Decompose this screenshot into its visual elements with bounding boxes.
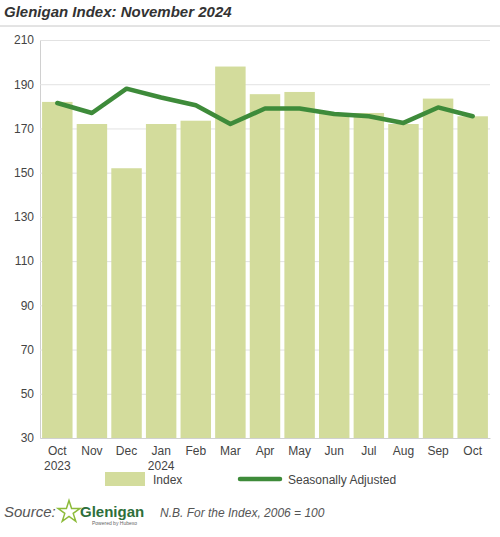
grid-line xyxy=(40,84,490,85)
legend-item: Index xyxy=(105,472,182,487)
bar xyxy=(77,124,107,438)
y-tick-label: 110 xyxy=(15,254,34,268)
x-tick: Jul xyxy=(361,444,376,458)
legend-swatch xyxy=(105,472,145,486)
source-sub: Powered by Hubexo xyxy=(92,520,137,526)
bar xyxy=(42,102,72,438)
y-tick-label: 50 xyxy=(21,387,35,401)
bar xyxy=(146,124,176,438)
x-axis: Oct2023 Nov Dec Jan2024 Feb Mar Apr May Jun Jul Au… xyxy=(41,439,491,474)
grid-line xyxy=(40,438,490,439)
x-tick: Oct xyxy=(463,444,482,458)
y-tick: 190 xyxy=(14,78,490,92)
y-tick-label: 190 xyxy=(14,78,34,92)
x-tick-label: Oct2023 xyxy=(44,444,71,474)
source-logo: Glenigan xyxy=(80,503,144,520)
bar xyxy=(457,116,487,438)
x-tick-label: Apr xyxy=(256,444,275,458)
y-tick-label: 70 xyxy=(21,343,35,357)
x-tick: Sep xyxy=(427,444,449,458)
x-tick: Apr xyxy=(256,444,275,458)
x-tick-label: Oct xyxy=(463,444,482,458)
bar xyxy=(319,113,349,438)
bars xyxy=(42,67,488,438)
x-tick: Oct2023 xyxy=(44,444,71,474)
x-tick-label: Sep xyxy=(427,444,449,458)
bar xyxy=(388,124,418,438)
x-tick: Aug xyxy=(393,444,414,458)
source-label: Source: xyxy=(4,503,56,520)
x-tick: Mar xyxy=(220,444,241,458)
x-tick: Jan2024 xyxy=(148,444,175,474)
bar xyxy=(423,99,453,438)
plot: 30 50 70 90 110 130 150 170 190 210 Oct2023 Nov Dec J… xyxy=(14,33,491,473)
line xyxy=(57,89,472,124)
bar xyxy=(111,168,141,438)
bar xyxy=(284,92,314,438)
logo-star xyxy=(58,500,80,521)
bar xyxy=(354,113,384,438)
x-tick: Jun xyxy=(325,444,344,458)
x-tick-label: Jul xyxy=(361,444,376,458)
bar xyxy=(250,94,280,438)
y-tick-label: 90 xyxy=(21,299,35,313)
legend-label: Seasonally Adjusted xyxy=(288,473,396,487)
x-tick-label: Aug xyxy=(393,444,414,458)
legend: Index Seasonally Adjusted xyxy=(105,472,396,487)
x-tick: Nov xyxy=(81,444,102,458)
bar xyxy=(181,121,211,438)
x-tick: May xyxy=(288,444,311,458)
y-axis: 30 50 70 90 110 130 150 170 190 210 xyxy=(14,33,490,445)
y-tick: 210 xyxy=(14,33,490,47)
note: N.B. For the Index, 2006 = 100 xyxy=(160,506,325,520)
y-tick-label: 30 xyxy=(21,431,35,445)
legend-item: Seasonally Adjusted xyxy=(240,473,396,487)
y-axis-line xyxy=(41,41,491,439)
x-tick-label: Nov xyxy=(81,444,102,458)
y-tick-label: 130 xyxy=(14,210,34,224)
x-tick-label: Jun xyxy=(325,444,344,458)
y-tick-label: 210 xyxy=(14,33,34,47)
title-rule xyxy=(0,26,500,27)
marks xyxy=(42,67,488,438)
legend-label: Index xyxy=(153,473,182,487)
x-axis-line xyxy=(41,438,491,439)
legend-swatch xyxy=(240,477,280,482)
chart: Glenigan Index: November 2024 30 50 70 90 110… xyxy=(0,0,500,537)
x-tick-label: May xyxy=(288,444,311,458)
y-tick-label: 150 xyxy=(14,166,34,180)
grid-line xyxy=(40,40,490,41)
x-tick: Feb xyxy=(185,444,206,458)
title: Glenigan Index: November 2024 xyxy=(4,3,232,20)
x-tick: Dec xyxy=(116,444,137,458)
x-tick-label: Jan2024 xyxy=(148,444,175,474)
x-tick-label: Mar xyxy=(220,444,241,458)
x-tick-label: Feb xyxy=(185,444,206,458)
y-tick-label: 170 xyxy=(14,122,34,136)
x-tick-label: Dec xyxy=(116,444,137,458)
